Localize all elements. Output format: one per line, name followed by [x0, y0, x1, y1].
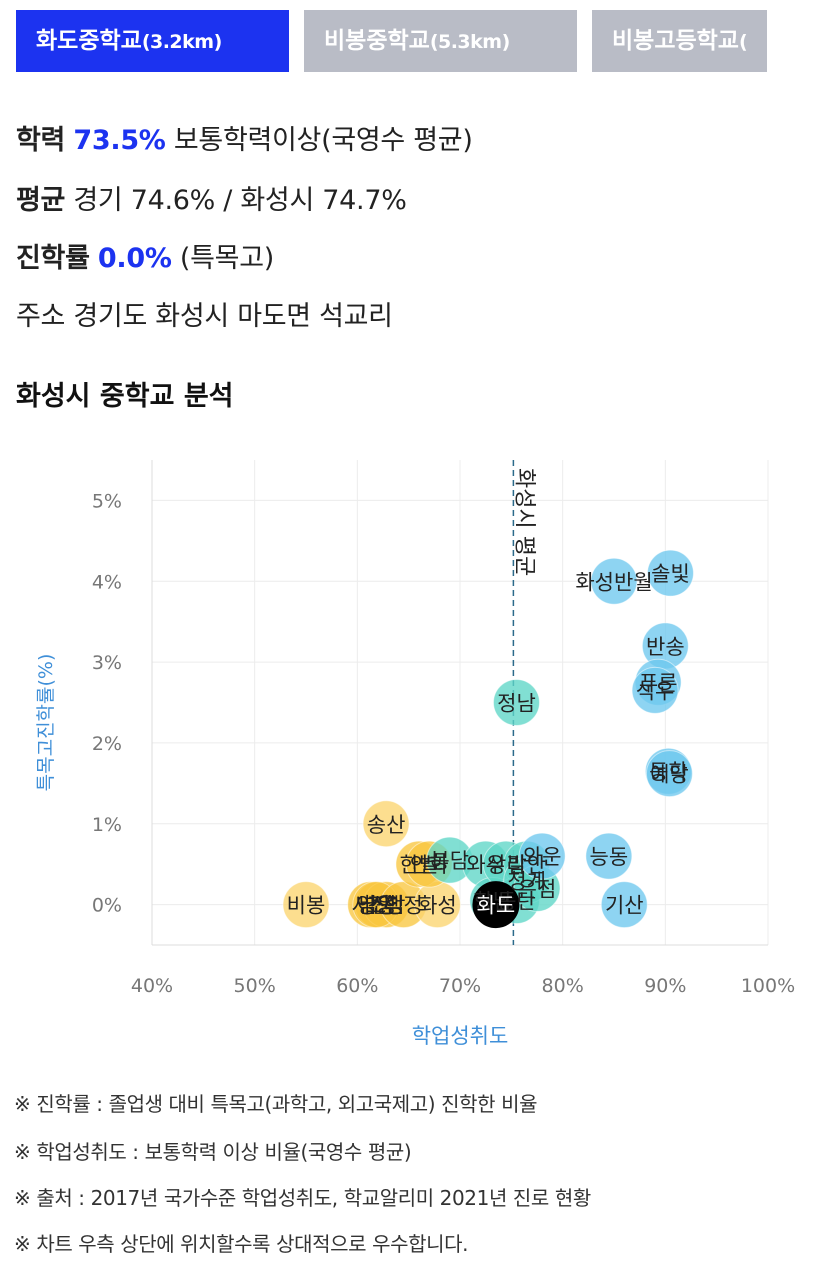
achievement-line: 학력 73.5% 보통학력이상(국영수 평균): [16, 118, 473, 157]
data-label: 화도: [477, 894, 516, 918]
advance-desc: (특목고): [179, 243, 274, 274]
data-point: [518, 832, 566, 880]
scatter-chart: 0% 1% 2% 3% 4% 5% 40% 50% 60% 70% 80% 90% 100% 화성시 평균…: [35, 460, 795, 1048]
data-label: 조암: [367, 894, 406, 918]
data-label: 발안: [507, 853, 546, 877]
tab-label: 비봉고등학교: [612, 28, 739, 54]
data-point: [590, 557, 638, 605]
y-tick-label: 0%: [92, 895, 122, 917]
x-tick-label: 50%: [234, 975, 276, 997]
data-point: [600, 881, 648, 929]
achievement-value: 73.5%: [73, 125, 166, 156]
data-point: [646, 549, 694, 597]
data-label: 솔빛: [651, 562, 690, 586]
data-label: 기산: [605, 894, 644, 918]
x-tick-label: 40%: [131, 975, 173, 997]
achievement-label: 학력: [16, 125, 66, 156]
tab-label: 비봉중학교: [324, 28, 430, 54]
advance-rate-line: 진학률 0.0% (특목고): [16, 236, 274, 275]
data-label: 청계: [507, 869, 546, 893]
average-line-label: 화성시 평균: [511, 468, 536, 576]
data-point: [585, 832, 633, 880]
data-label: 비봉: [287, 894, 326, 918]
data-label: 예당: [650, 763, 689, 787]
note-achievement: ※ 학업성취도 : 보통학력 이상 비율(국영수 평균): [14, 1140, 412, 1164]
data-point: [282, 881, 330, 929]
data-point: [631, 666, 679, 714]
school-tabs: 화도중학교(3.2km) 비봉중학교(5.3km) 비봉고등학교(: [16, 10, 827, 72]
x-tick-label: 80%: [542, 975, 584, 997]
data-label: 동탄: [497, 890, 536, 914]
data-label: 한별: [400, 853, 439, 877]
data-label: 서신: [351, 894, 390, 918]
y-axis-title: 특목고진학률(%): [35, 654, 57, 792]
data-label: 정남: [497, 692, 536, 716]
tab-hwado-middle[interactable]: 화도중학교(3.2km): [16, 10, 289, 72]
achievement-desc: 보통학력이상(국영수 평균): [173, 125, 473, 156]
data-label: 행정: [384, 894, 423, 918]
advance-label: 진학률: [16, 243, 90, 274]
x-tick-label: 90%: [644, 975, 686, 997]
advance-value: 0.0%: [97, 243, 172, 274]
y-tick-label: 5%: [92, 490, 122, 512]
tab-bibong-high[interactable]: 비봉고등학교(: [592, 10, 768, 72]
data-label: 와우: [466, 853, 505, 877]
x-tick-label: 100%: [741, 975, 795, 997]
tab-bibong-middle[interactable]: 비봉중학교(5.3km): [304, 10, 577, 72]
average-label: 평균: [16, 185, 66, 216]
x-tick-label: 70%: [439, 975, 481, 997]
data-point: [492, 679, 540, 726]
address-value: 경기도 화성시 마도면 석교리: [73, 301, 393, 332]
note-position-hint: ※ 차트 우측 상단에 위치할수록 상대적으로 우수합니다.: [14, 1232, 469, 1256]
average-text: 경기 74.6% / 화성시 74.7%: [73, 185, 407, 216]
address-label: 주소: [16, 301, 66, 332]
data-label: 능동: [590, 845, 629, 869]
y-tick-label: 2%: [92, 733, 122, 755]
tab-distance: (: [738, 31, 748, 53]
data-label: 안화: [410, 853, 449, 877]
data-label: 송산: [367, 813, 406, 837]
data-point: [362, 800, 410, 848]
tab-distance: (5.3km): [429, 31, 510, 53]
data-label: 은점: [518, 877, 557, 901]
average-line: 평균 경기 74.6% / 화성시 74.7%: [16, 178, 407, 217]
data-label: 반송: [646, 635, 685, 659]
data-label: 향남: [474, 890, 513, 914]
y-tick-label: 3%: [92, 652, 122, 674]
data-point: [472, 881, 520, 929]
x-axis-title: 학업성취도: [412, 1024, 509, 1048]
tab-distance: (3.2km): [141, 31, 222, 53]
data-label: 석우: [636, 679, 675, 703]
data-point: [645, 750, 693, 798]
note-advance-rate: ※ 진학률 : 졸업생 대비 특목고(과학고, 외고국제고) 진학한 비율: [14, 1092, 538, 1116]
section-title: 화성시 중학교 분석: [16, 381, 234, 412]
data-label: 상리: [487, 853, 526, 877]
data-label: 남양: [359, 894, 398, 918]
data-label: 와운: [523, 845, 562, 869]
note-source: ※ 출처 : 2017년 국가수준 학업성취도, 학교알리미 2021년 진로 …: [14, 1186, 591, 1210]
address-line: 주소 경기도 화성시 마도면 석교리: [16, 294, 393, 333]
data-label: 봉담: [430, 849, 469, 873]
data-label: 동학: [649, 760, 688, 784]
data-label: 푸른: [639, 671, 678, 695]
data-label: 영웅: [356, 894, 395, 918]
data-label: 화성: [418, 894, 457, 918]
y-tick-label: 4%: [92, 571, 122, 593]
tab-label: 화도중학교: [36, 28, 142, 54]
data-label: 화성반월: [575, 570, 652, 594]
x-tick-label: 60%: [336, 975, 378, 997]
y-tick-label: 1%: [92, 814, 122, 836]
